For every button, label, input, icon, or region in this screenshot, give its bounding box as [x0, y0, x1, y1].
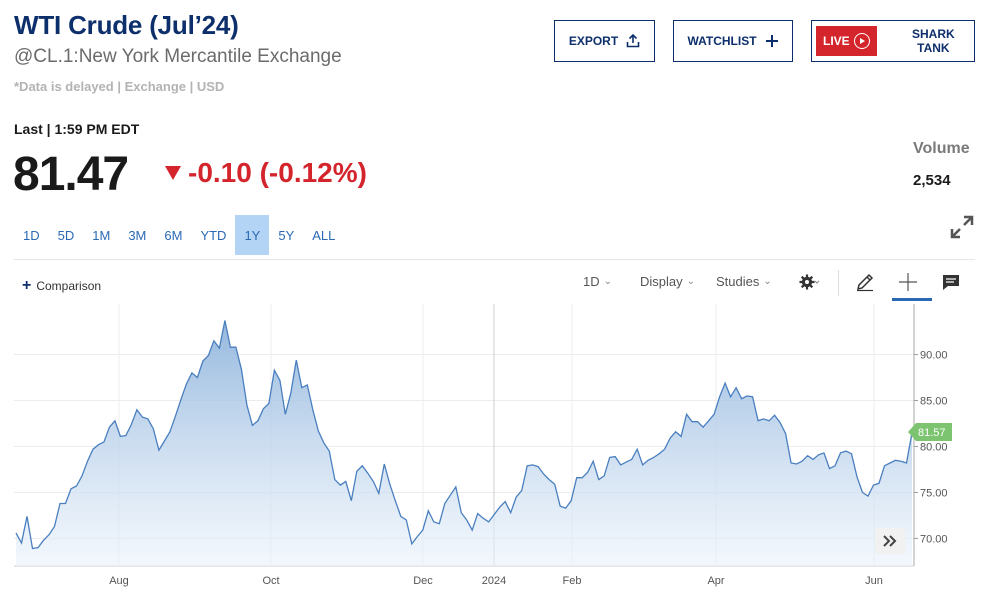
range-selector: 1D 5D 1M 3M 6M YTD 1Y 5Y ALL	[14, 215, 344, 255]
settings-button[interactable]	[797, 270, 821, 294]
price-change: -0.10 (-0.12%)	[164, 157, 367, 189]
delayed-note: *Data is delayed | Exchange | USD	[14, 79, 225, 94]
chevron-down-icon: ⌄	[686, 276, 696, 287]
y-tick-label: 90.00	[920, 350, 948, 362]
active-tool-indicator	[892, 298, 932, 301]
x-tick-label: Feb	[563, 575, 582, 587]
price-chart-svg: 90.00 85.00 80.00 75.00 70.00 Aug Oct Dec 2024 Fe…	[14, 304, 952, 587]
x-tick-label: Aug	[109, 575, 129, 587]
scroll-latest-button[interactable]	[875, 528, 905, 554]
price-line	[15, 320, 913, 550]
interval-dropdown[interactable]: 1D ⌄	[583, 274, 612, 289]
change-value: -0.10 (-0.12%)	[188, 157, 367, 188]
comments-button[interactable]	[939, 270, 963, 294]
crosshair-icon	[899, 273, 917, 291]
studies-dropdown[interactable]: Studies ⌄	[716, 274, 772, 289]
y-tick-label: 70.00	[920, 533, 948, 545]
x-tick-label: Jun	[865, 575, 883, 587]
plus-icon	[765, 35, 778, 47]
studies-label: Studies	[716, 274, 760, 289]
comment-icon	[943, 275, 959, 290]
range-button-5y[interactable]: 5Y	[278, 227, 295, 243]
live-badge: LIVE	[816, 26, 877, 56]
range-button-ytd[interactable]: YTD	[200, 227, 227, 243]
display-dropdown[interactable]: Display ⌄	[640, 274, 695, 289]
exchange-subtitle: @CL.1:New York Mercantile Exchange	[14, 46, 342, 67]
export-icon	[626, 34, 640, 48]
chevron-down-icon: ⌄	[603, 276, 613, 287]
plus-icon: +	[22, 277, 32, 294]
page-title: WTI Crude (Jul’24)	[14, 10, 239, 40]
price-chart[interactable]: 90.00 85.00 80.00 75.00 70.00 Aug Oct Dec 2024 Fe…	[14, 304, 975, 594]
x-tick-label: Dec	[413, 575, 433, 587]
range-button-6m[interactable]: 6M	[164, 227, 183, 243]
watchlist-button[interactable]: WATCHLIST	[673, 20, 793, 62]
x-tick-label: 2024	[482, 575, 506, 587]
watchlist-label: WATCHLIST	[687, 34, 757, 48]
live-show-name: SHARK TANK	[912, 27, 955, 55]
export-button[interactable]: EXPORT	[554, 20, 655, 62]
range-button-1y[interactable]: 1Y	[235, 215, 270, 255]
range-button-1d[interactable]: 1D	[23, 227, 40, 243]
display-label: Display	[640, 274, 683, 289]
live-label: LIVE	[823, 34, 850, 48]
draw-button[interactable]	[853, 270, 877, 294]
last-update: Last | 1:59 PM EDT	[14, 121, 140, 137]
price-area	[16, 320, 912, 566]
comparison-label: Comparison	[36, 279, 102, 293]
range-button-all[interactable]: ALL	[312, 227, 336, 243]
last-price-tag	[908, 423, 952, 442]
export-label: EXPORT	[568, 34, 619, 48]
range-button-1m[interactable]: 1M	[92, 227, 111, 243]
chevron-down-icon: ⌄	[763, 276, 772, 287]
last-price-tag-label: 81.57	[918, 427, 946, 439]
down-triangle-icon	[165, 166, 181, 180]
y-tick-label: 75.00	[920, 487, 948, 499]
x-tick-label: Oct	[262, 575, 279, 587]
range-button-5d[interactable]: 5D	[57, 227, 75, 243]
double-chevron-right-icon	[883, 535, 897, 547]
range-button-3m[interactable]: 3M	[128, 227, 147, 243]
x-tick-label: Apr	[707, 575, 724, 587]
divider	[14, 259, 975, 260]
volume-label: Volume	[913, 140, 970, 157]
live-tv-button[interactable]: LIVE SHARK TANK	[811, 20, 975, 62]
pencil-icon	[856, 273, 874, 292]
toolbar-divider	[838, 270, 839, 296]
gear-icon	[799, 274, 819, 290]
volume-value: 2,534	[913, 172, 951, 189]
comparison-button[interactable]: + Comparison	[22, 277, 101, 295]
play-icon	[853, 33, 870, 49]
y-tick-label: 80.00	[920, 441, 948, 453]
expand-icon[interactable]	[949, 214, 975, 240]
y-tick-label: 85.00	[920, 396, 948, 408]
interval-label: 1D	[583, 274, 600, 289]
crosshair-button[interactable]	[896, 270, 920, 294]
last-price: 81.47	[13, 148, 129, 201]
